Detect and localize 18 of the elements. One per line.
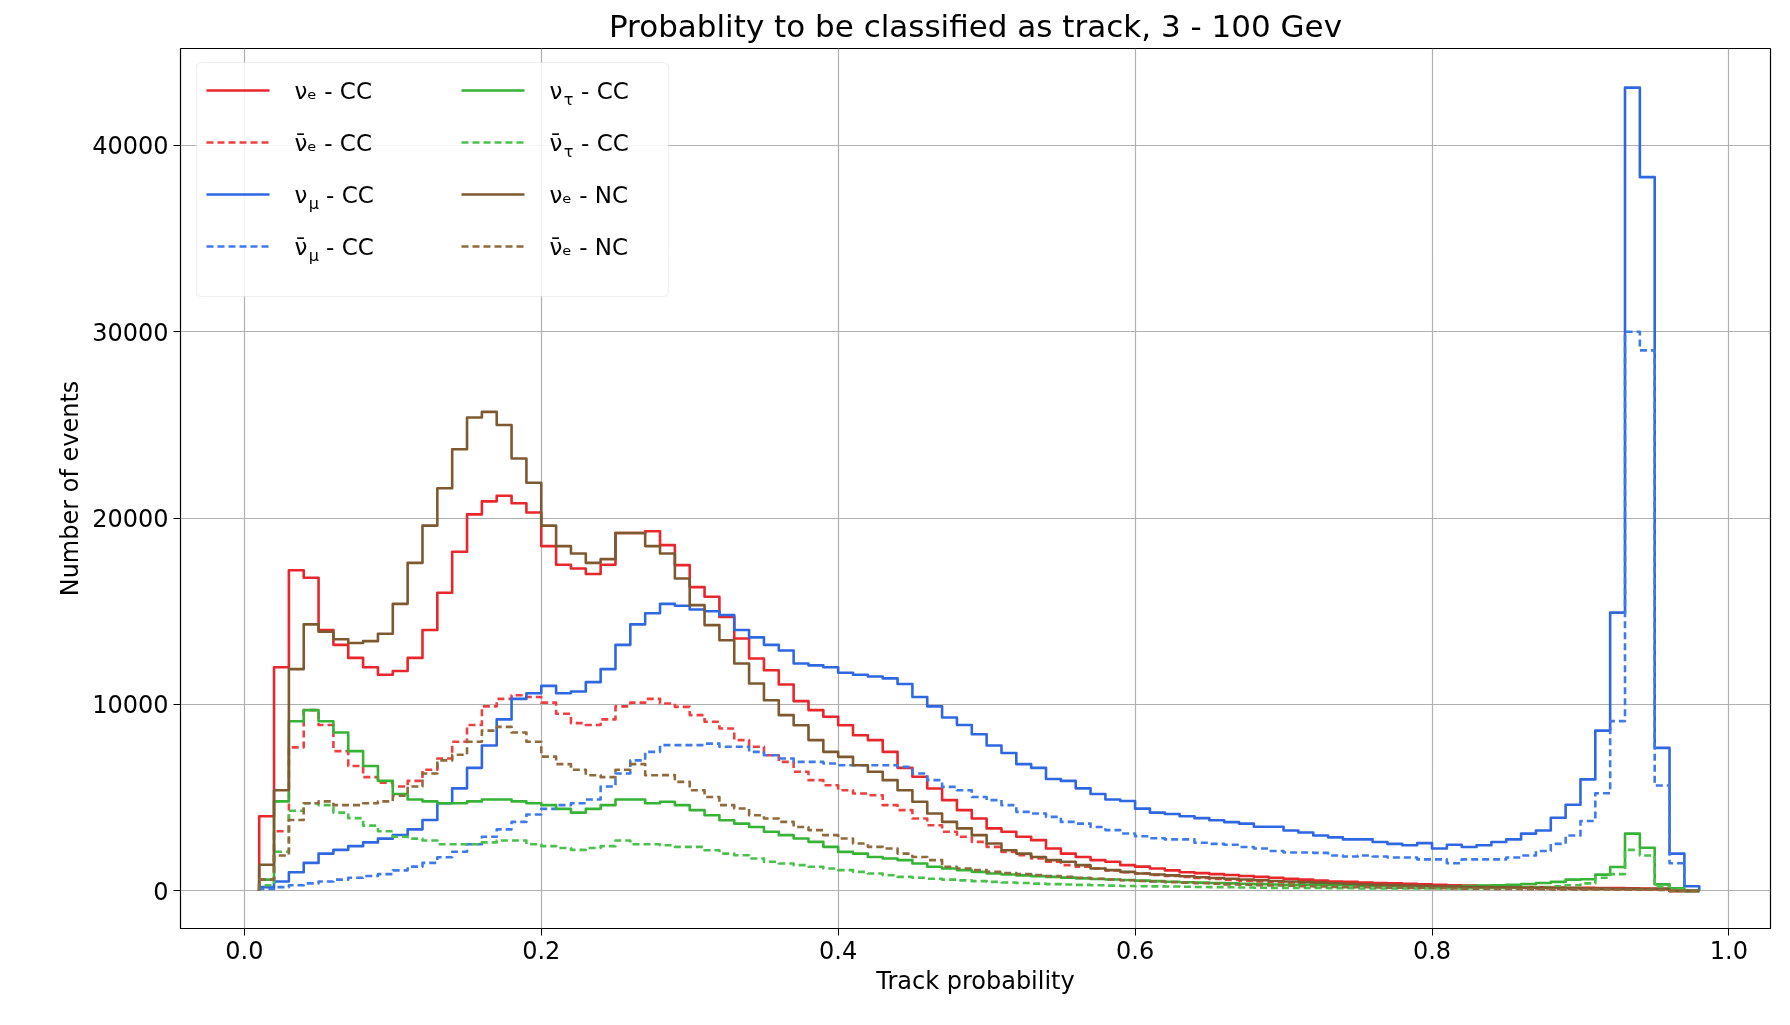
y-axis-title: Number of events — [56, 380, 85, 597]
x-tick-label: 0.4 — [819, 936, 858, 965]
y-tick-label: 40000 — [92, 132, 169, 161]
legend-label: νₑ - NC — [549, 181, 629, 208]
legend-label: νₑ - CC — [294, 77, 372, 104]
x-tick-label: 0.6 — [1116, 936, 1155, 965]
x-tick-label: 0.8 — [1412, 936, 1452, 965]
x-tick-label: 0.2 — [522, 936, 561, 965]
y-tick-label: 10000 — [92, 691, 169, 720]
chart-title: Probablity to be classified as track, 3 - 100 Gev — [608, 7, 1343, 44]
y-tick-label: 30000 — [92, 318, 169, 347]
x-axis-title: Track probability — [875, 966, 1075, 995]
x-tick-label: 1.0 — [1709, 936, 1749, 965]
y-tick-label: 20000 — [92, 505, 169, 534]
legend-label: ν̄ₑ - NC — [549, 233, 629, 260]
y-tick-label: 0 — [153, 877, 169, 906]
x-tick-label: 0.0 — [225, 936, 264, 965]
legend-label: ν̄ₑ - CC — [294, 129, 372, 156]
